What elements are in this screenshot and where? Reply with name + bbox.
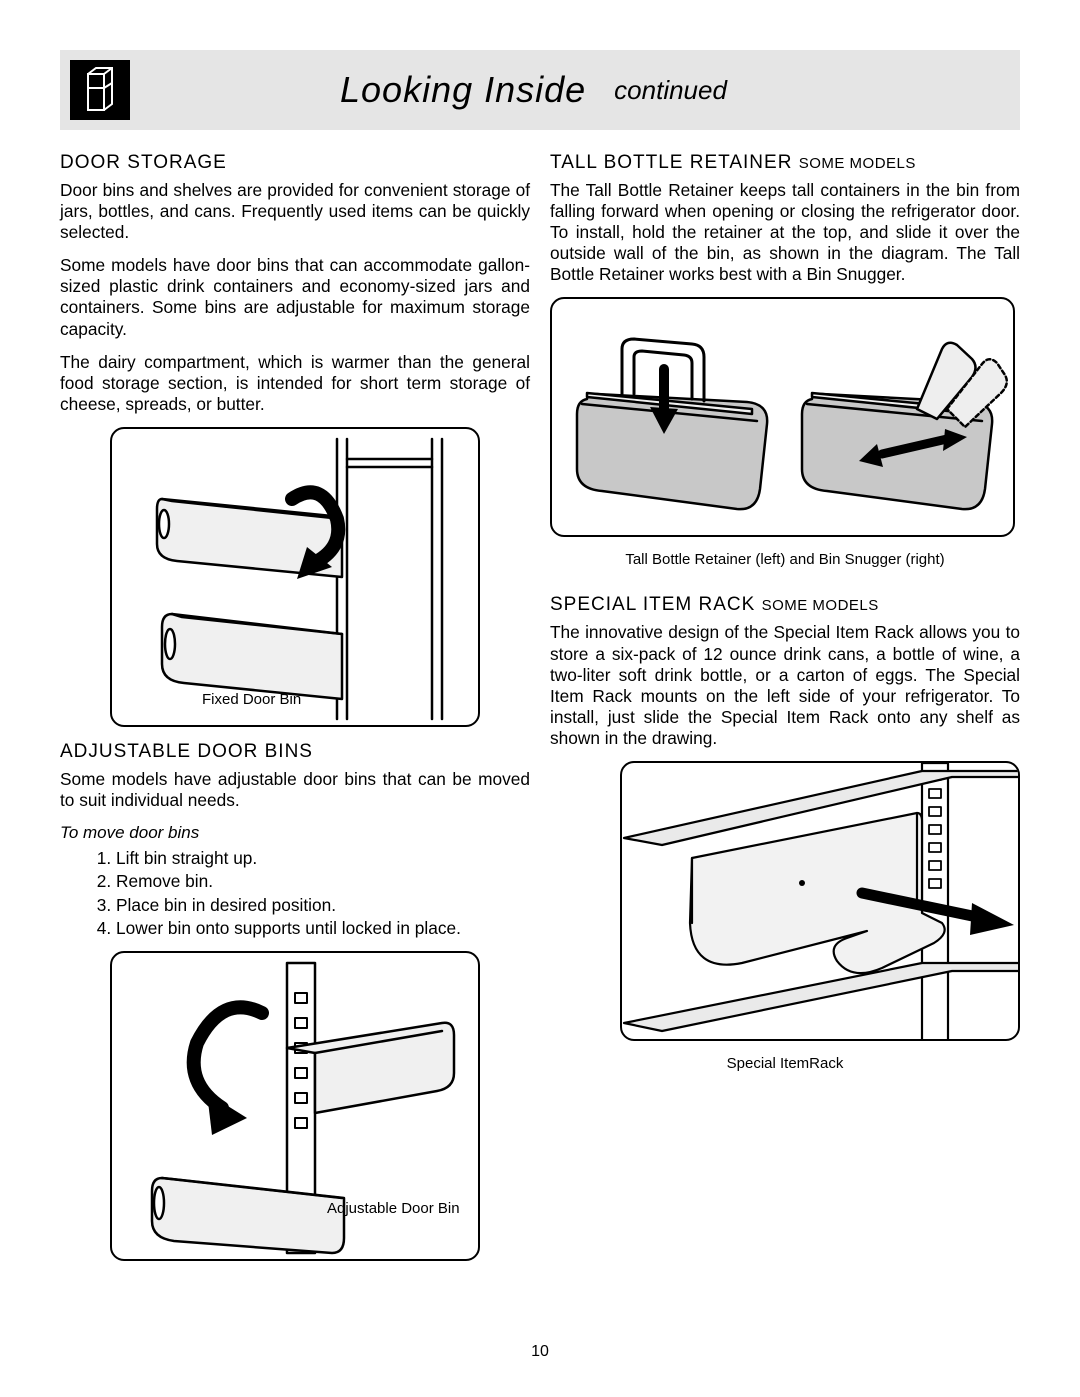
right-column: TALL BOTTLE RETAINER SOME MODELS The Tal… <box>550 148 1020 1275</box>
fixed-bin-caption-text: Fixed Door Bin <box>202 691 301 708</box>
tall-bottle-p1: The Tall Bottle Retainer keeps tall cont… <box>550 180 1020 285</box>
special-item-figure <box>620 761 1020 1041</box>
page-number: 10 <box>0 1343 1080 1361</box>
page-title: Looking Inside <box>340 69 586 111</box>
content-columns: DOOR STORAGE Door bins and shelves are p… <box>60 148 1020 1275</box>
left-column: DOOR STORAGE Door bins and shelves are p… <box>60 148 530 1275</box>
fixed-door-bin-figure: Fixed Door Bin <box>110 427 480 727</box>
adjustable-door-bin-figure: Adjustable Door Bin <box>110 951 480 1261</box>
step-4: Lower bin onto supports until locked in … <box>116 917 530 940</box>
step-2: Remove bin. <box>116 870 530 893</box>
special-item-caption: Special ItemRack <box>550 1055 1020 1072</box>
special-item-heading-main: SPECIAL ITEM RACK <box>550 594 755 615</box>
door-storage-p1: Door bins and shelves are provided for c… <box>60 180 530 243</box>
special-item-p1: The innovative design of the Special Ite… <box>550 622 1020 749</box>
door-storage-p2: Some models have door bins that can acco… <box>60 255 530 339</box>
step-3: Place bin in desired position. <box>116 894 530 917</box>
adjustable-heading: ADJUSTABLE DOOR BINS <box>60 741 530 763</box>
tall-bottle-heading: TALL BOTTLE RETAINER SOME MODELS <box>550 152 1020 174</box>
special-item-heading: SPECIAL ITEM RACK SOME MODELS <box>550 594 1020 616</box>
special-item-heading-sub: SOME MODELS <box>762 597 879 614</box>
header-fridge-icon <box>70 60 130 120</box>
adjustable-bin-caption-text: Adjustable Door Bin <box>327 1200 460 1217</box>
adjustable-sub: To move door bins <box>60 823 530 843</box>
tall-bottle-figure <box>550 297 1015 537</box>
adjustable-steps: Lift bin straight up. Remove bin. Place … <box>60 847 530 940</box>
adjustable-p1: Some models have adjustable door bins th… <box>60 769 530 811</box>
page-title-continued: continued <box>614 75 727 106</box>
tall-bottle-caption: Tall Bottle Retainer (left) and Bin Snug… <box>550 551 1020 568</box>
step-1: Lift bin straight up. <box>116 847 530 870</box>
tall-bottle-heading-main: TALL BOTTLE RETAINER <box>550 152 792 173</box>
door-storage-p3: The dairy compartment, which is warmer t… <box>60 352 530 415</box>
door-storage-heading: DOOR STORAGE <box>60 152 530 174</box>
tall-bottle-heading-sub: SOME MODELS <box>799 155 916 172</box>
page-header: Looking Inside continued <box>60 50 1020 130</box>
